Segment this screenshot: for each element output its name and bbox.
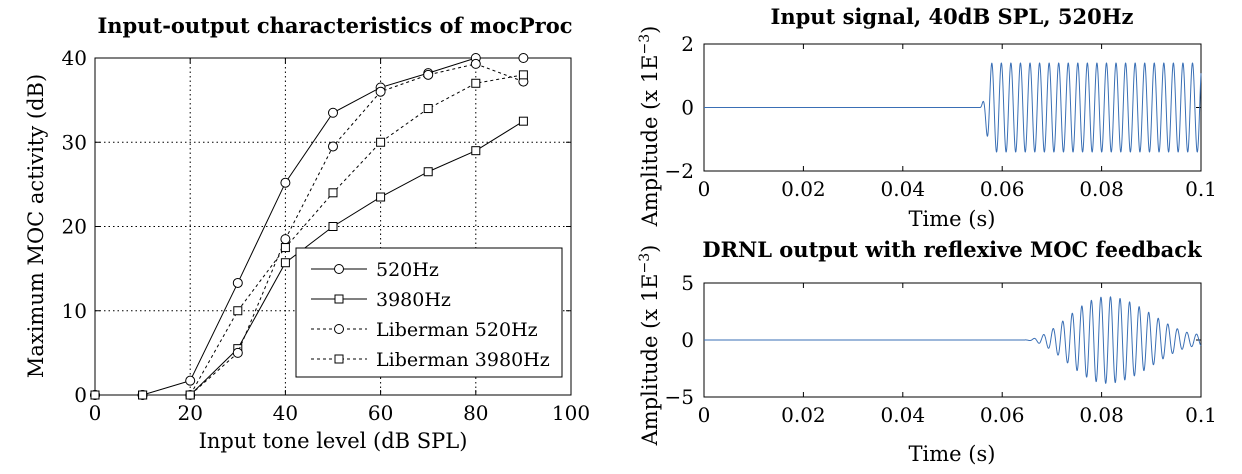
drnl-signal-line bbox=[704, 296, 1202, 384]
io-legend-label: 3980Hz bbox=[376, 289, 451, 311]
amp-ytick-label: 2 bbox=[681, 32, 694, 56]
io-data-point bbox=[471, 78, 481, 88]
time-xtick-label: 0 bbox=[698, 403, 711, 427]
io-xlabel: Input tone level (dB SPL) bbox=[199, 429, 468, 453]
time-xtick-label: 0.1 bbox=[1185, 403, 1217, 427]
io-data-point bbox=[328, 107, 338, 118]
time-xtick-label: 0 bbox=[698, 177, 711, 201]
io-series-group bbox=[90, 53, 529, 400]
drnl-output-chart: DRNL output with reflexive MOC feedback … bbox=[637, 237, 1217, 466]
io-data-point bbox=[280, 258, 290, 268]
io-data-point bbox=[518, 70, 528, 80]
io-data-point bbox=[328, 188, 338, 198]
io-data-point bbox=[185, 375, 196, 386]
io-data-point bbox=[328, 222, 338, 231]
time-xtick-label: 0.02 bbox=[781, 177, 826, 201]
input-signal-line bbox=[704, 62, 1202, 153]
drnl-chart-title: DRNL output with reflexive MOC feedback bbox=[702, 237, 1202, 262]
time-xtick-label: 0.08 bbox=[1079, 177, 1124, 201]
drnl-ylabel: Amplitude (x 1E−3) bbox=[637, 245, 662, 447]
io-data-point bbox=[470, 58, 481, 69]
io-data-point bbox=[185, 390, 195, 400]
io-data-point bbox=[280, 177, 291, 188]
input-signal-chart: Input signal, 40dB SPL, 520Hz 0 0.02 0.04 0… bbox=[637, 4, 1217, 231]
io-legend-item: Liberman 520Hz bbox=[311, 319, 538, 341]
drnl-ylabel-base: Amplitude (x 1E bbox=[638, 273, 662, 446]
io-ytick-label: 20 bbox=[62, 215, 87, 239]
io-data-point bbox=[423, 104, 433, 114]
io-chart-title: Input-output characteristics of mocProc bbox=[97, 13, 572, 38]
io-legend-item: 3980Hz bbox=[311, 289, 451, 311]
time-xtick-label: 0.02 bbox=[781, 403, 826, 427]
io-legend-label: Liberman 3980Hz bbox=[376, 349, 550, 371]
io-ytick-label: 0 bbox=[74, 383, 87, 407]
io-data-point bbox=[376, 192, 386, 202]
io-xtick-label: 60 bbox=[368, 401, 393, 425]
amp-ytick-label: 5 bbox=[681, 271, 694, 295]
time-xtick-label: 0.1 bbox=[1185, 177, 1217, 201]
amp-ytick-label: 0 bbox=[681, 96, 694, 120]
io-data-point bbox=[423, 69, 434, 80]
input-chart-title: Input signal, 40dB SPL, 520Hz bbox=[771, 4, 1134, 29]
time-xtick-label: 0.06 bbox=[980, 177, 1025, 201]
amp-ytick-label: −2 bbox=[665, 159, 694, 183]
input-xlabel: Time (s) bbox=[909, 207, 996, 231]
io-xtick-label: 80 bbox=[463, 401, 488, 425]
time-xtick-label: 0.08 bbox=[1079, 403, 1124, 427]
io-data-point bbox=[138, 390, 148, 400]
io-series-3 bbox=[90, 70, 528, 400]
io-ytick-label: 30 bbox=[62, 130, 87, 154]
io-xtick-label: 100 bbox=[552, 401, 590, 425]
io-legend-marker bbox=[334, 354, 344, 364]
io-legend: 520Hz 3980Hz Liberman 520Hz Liberman 3980Hz bbox=[295, 247, 563, 378]
amp-ytick-label: −5 bbox=[665, 385, 694, 409]
io-legend-item: 520Hz bbox=[311, 259, 439, 281]
input-ylabel-close: ) bbox=[638, 26, 662, 34]
io-legend-marker bbox=[334, 324, 344, 334]
io-legend-marker bbox=[334, 264, 344, 274]
io-xtick-label: 0 bbox=[89, 401, 102, 425]
io-xtick-label: 40 bbox=[273, 401, 298, 425]
io-data-point bbox=[518, 116, 528, 126]
io-ytick-label: 10 bbox=[62, 299, 87, 323]
time-xtick-label: 0.04 bbox=[881, 177, 926, 201]
io-ytick-label: 40 bbox=[62, 46, 87, 70]
drnl-ylabel-exponent: −3 bbox=[637, 253, 653, 274]
time-xtick-label: 0.04 bbox=[881, 403, 926, 427]
drnl-ticks: 0 0.02 0.04 0.06 0.08 0.150−5 bbox=[665, 271, 1217, 427]
io-data-point bbox=[518, 53, 529, 63]
io-legend-label: Liberman 520Hz bbox=[376, 319, 538, 341]
io-data-point bbox=[232, 347, 243, 358]
input-ticks: 0 0.02 0.04 0.06 0.08 0.120−2 bbox=[665, 32, 1217, 201]
io-data-point bbox=[280, 243, 290, 253]
input-ylabel: Amplitude (x 1E−3) bbox=[637, 26, 662, 228]
io-legend-label: 520Hz bbox=[376, 259, 439, 281]
io-data-point bbox=[90, 390, 100, 400]
input-ylabel-base: Amplitude (x 1E bbox=[638, 54, 662, 227]
time-xtick-label: 0.06 bbox=[980, 403, 1025, 427]
io-data-point bbox=[471, 146, 481, 156]
io-legend-item: Liberman 3980Hz bbox=[311, 349, 550, 371]
input-ylabel-exponent: −3 bbox=[637, 34, 653, 55]
io-legend-marker bbox=[334, 294, 344, 304]
io-xtick-label: 20 bbox=[177, 401, 202, 425]
io-data-point bbox=[280, 234, 291, 245]
io-data-point bbox=[423, 167, 433, 177]
io-data-point bbox=[376, 137, 386, 147]
amp-ytick-label: 0 bbox=[681, 328, 694, 352]
io-ylabel: Maximum MOC activity (dB) bbox=[24, 74, 48, 378]
io-ticks: 0 20 40 60 80 100 0 10 20 30 40 bbox=[62, 46, 591, 425]
io-chart: Input-output characteristics of mocProc … bbox=[24, 13, 590, 453]
io-data-point bbox=[232, 277, 243, 288]
drnl-ylabel-close: ) bbox=[638, 245, 662, 253]
io-series-line bbox=[95, 120, 524, 396]
drnl-xlabel: Time (s) bbox=[909, 442, 996, 466]
io-series-line bbox=[95, 57, 524, 396]
io-data-point bbox=[375, 86, 386, 97]
io-data-point bbox=[328, 141, 338, 152]
io-data-point bbox=[233, 306, 243, 316]
io-series-line bbox=[95, 74, 524, 396]
